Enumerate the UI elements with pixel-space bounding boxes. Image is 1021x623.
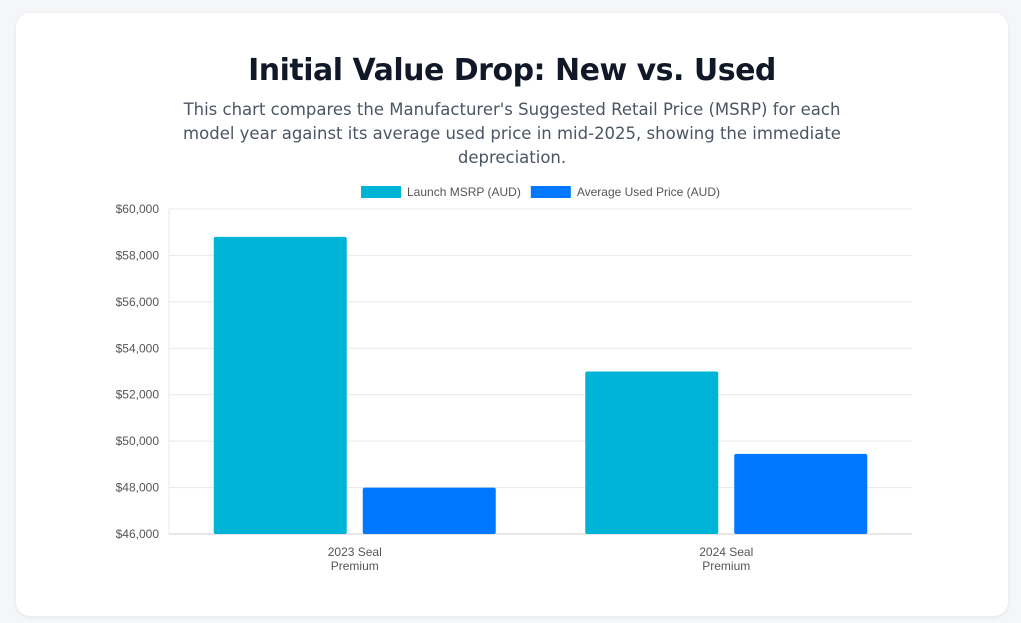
y-tick-label: $48,000: [116, 481, 160, 495]
bar: [734, 453, 868, 534]
legend-swatch: [530, 186, 571, 198]
y-tick-label: $58,000: [116, 248, 160, 262]
legend-label: Average Used Price (AUD): [577, 185, 720, 199]
y-tick-label: $52,000: [116, 388, 160, 402]
chart-card: Initial Value Drop: New vs. Used This ch…: [16, 13, 1008, 616]
chart-title: Initial Value Drop: New vs. Used: [248, 53, 776, 88]
bar: [362, 487, 496, 534]
y-tick-label: $46,000: [116, 527, 160, 541]
legend-label: Launch MSRP (AUD): [407, 185, 521, 199]
x-tick-label: 2024 Seal: [699, 545, 753, 559]
bar: [213, 236, 347, 534]
y-tick-label: $50,000: [116, 434, 160, 448]
x-tick-label: 2023 Seal: [328, 545, 382, 559]
legend-swatch: [361, 186, 401, 198]
bar: [585, 371, 719, 534]
y-tick-label: $56,000: [116, 295, 160, 309]
y-tick-label: $54,000: [116, 341, 160, 355]
x-tick-label: Premium: [702, 559, 750, 573]
y-tick-label: $60,000: [116, 202, 160, 216]
x-tick-label: Premium: [331, 559, 379, 573]
chart-subtitle: This chart compares the Manufacturer's S…: [183, 100, 841, 167]
